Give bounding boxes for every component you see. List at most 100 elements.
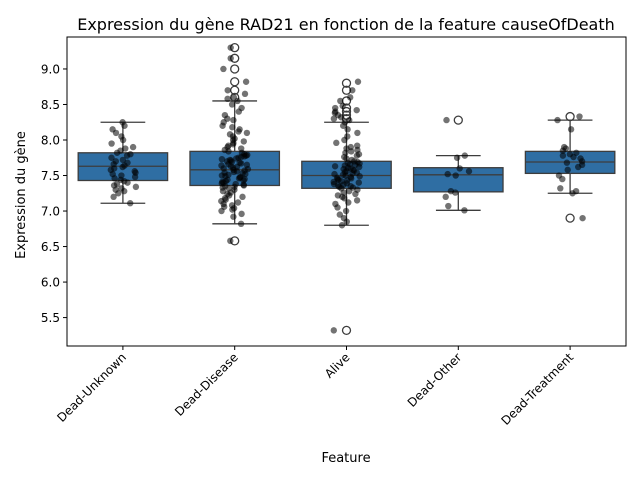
data-point <box>218 155 226 163</box>
data-point <box>112 129 120 137</box>
data-point <box>456 165 463 172</box>
outlier-marker <box>341 325 352 336</box>
data-point <box>227 44 234 51</box>
data-point <box>227 55 234 62</box>
y-tick-label: 8.0 <box>41 134 60 148</box>
data-point <box>575 163 582 171</box>
y-tick-label: 6.0 <box>41 276 60 290</box>
data-point <box>342 207 350 215</box>
outlier-marker <box>453 115 463 125</box>
data-point <box>122 145 129 152</box>
data-point <box>349 87 356 94</box>
data-point <box>331 163 339 170</box>
data-point <box>240 138 247 145</box>
data-point <box>443 116 450 124</box>
data-point <box>334 204 341 211</box>
data-point <box>129 143 137 151</box>
x-tick-label: Dead-Disease <box>172 350 241 419</box>
data-point <box>228 101 236 108</box>
data-point <box>564 166 571 174</box>
data-point <box>465 168 473 175</box>
outlier-marker <box>230 77 240 87</box>
x-tick-label: Alive <box>322 350 353 381</box>
data-point <box>230 213 237 220</box>
data-point <box>569 190 576 197</box>
data-point <box>108 154 115 161</box>
data-point <box>559 175 566 183</box>
data-point <box>453 154 461 161</box>
data-point <box>341 136 348 144</box>
y-axis-label: Expression du gène <box>14 131 29 259</box>
data-point <box>229 206 236 213</box>
data-point <box>354 78 362 85</box>
data-point <box>119 156 127 164</box>
data-point <box>230 168 238 176</box>
data-point <box>219 122 226 129</box>
data-point <box>570 153 577 161</box>
y-tick-label: 7.5 <box>41 169 60 183</box>
data-point <box>444 170 451 178</box>
data-point <box>338 114 345 121</box>
data-point <box>576 113 583 120</box>
data-point <box>330 327 337 334</box>
data-point <box>124 179 131 186</box>
data-point <box>563 159 571 166</box>
y-tick-label: 6.5 <box>41 240 60 254</box>
data-point <box>121 187 128 195</box>
data-point <box>235 108 242 115</box>
data-point <box>111 175 118 182</box>
data-point <box>559 147 567 154</box>
data-point <box>127 200 134 207</box>
data-point <box>243 129 251 137</box>
box-group-dead-other <box>412 115 504 214</box>
x-tick-label: Dead-Treatment <box>499 350 577 428</box>
data-point <box>241 90 249 98</box>
data-point <box>338 222 346 229</box>
x-tick-label: Dead-Unknown <box>54 350 129 425</box>
data-point <box>132 183 140 191</box>
data-point <box>567 126 575 133</box>
data-point <box>354 129 361 137</box>
data-point <box>356 173 363 180</box>
data-point <box>344 126 351 133</box>
outlier-marker <box>565 111 575 122</box>
box-group-dead-treatment <box>524 111 616 223</box>
outlier-marker <box>341 78 352 88</box>
data-point <box>339 102 346 110</box>
data-point <box>224 95 231 103</box>
data-point <box>121 122 128 129</box>
data-point <box>352 190 359 198</box>
data-point <box>119 136 127 144</box>
data-point <box>340 122 347 129</box>
plot-area <box>66 36 627 347</box>
data-point <box>230 116 237 124</box>
data-point <box>346 187 353 195</box>
box-group-dead-unknown <box>77 119 169 207</box>
outlier-marker <box>230 64 240 74</box>
x-axis-label: Feature <box>321 451 370 466</box>
data-point <box>353 106 360 114</box>
data-point <box>238 210 245 218</box>
data-point <box>225 148 232 155</box>
data-point <box>119 163 126 171</box>
data-point <box>115 190 122 197</box>
data-point <box>342 172 349 179</box>
outlier-marker <box>565 213 575 223</box>
data-point <box>242 78 250 85</box>
data-point <box>348 148 355 155</box>
data-point <box>108 140 115 147</box>
data-point <box>227 237 234 245</box>
data-point <box>554 116 561 124</box>
data-point <box>131 173 139 181</box>
data-point <box>220 65 227 73</box>
outlier-marker <box>341 106 352 117</box>
data-point <box>559 152 567 159</box>
box-group-dead-disease <box>189 43 281 246</box>
data-point <box>353 197 361 204</box>
data-point <box>123 152 131 159</box>
y-tick-label: 5.5 <box>41 311 60 325</box>
data-point <box>355 179 362 186</box>
data-point <box>234 97 241 105</box>
data-point <box>353 152 361 159</box>
